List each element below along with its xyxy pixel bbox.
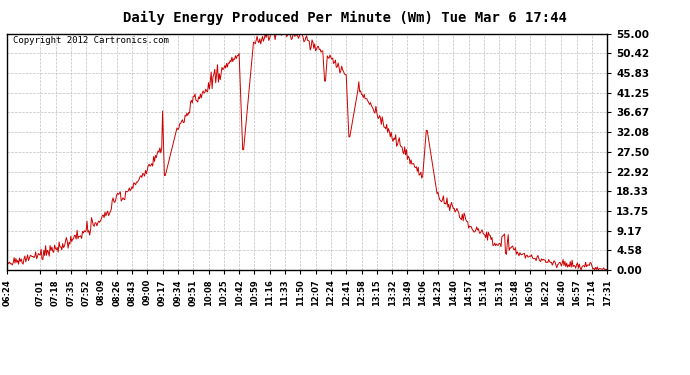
Text: Daily Energy Produced Per Minute (Wm) Tue Mar 6 17:44: Daily Energy Produced Per Minute (Wm) Tu… bbox=[123, 11, 567, 26]
Text: Copyright 2012 Cartronics.com: Copyright 2012 Cartronics.com bbox=[13, 36, 169, 45]
